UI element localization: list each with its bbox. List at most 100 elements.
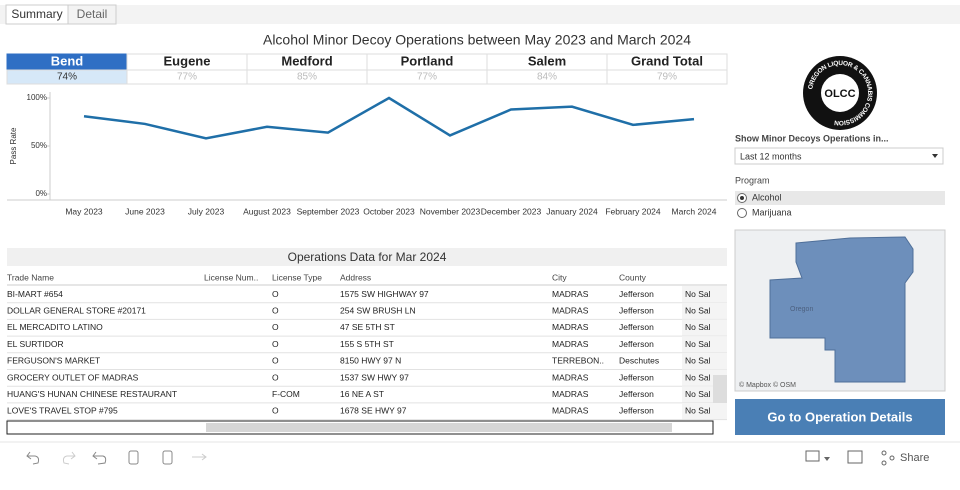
replay-icon[interactable] (192, 453, 207, 461)
redo-icon[interactable] (62, 451, 76, 465)
cell: DOLLAR GENERAL STORE #20171 (7, 305, 146, 315)
region-name[interactable]: Eugene (164, 53, 211, 68)
x-tick-label: May 2023 (65, 206, 103, 216)
x-tick-label: October 2023 (363, 206, 415, 216)
radio-label[interactable]: Marijuana (752, 207, 792, 217)
column-header: Address (340, 272, 371, 282)
status-cell (682, 352, 727, 370)
series-line (83, 96, 695, 140)
table-title: Operations Data for Mar 2024 (288, 250, 447, 264)
tab-label[interactable]: Detail (77, 7, 108, 21)
column-header: City (552, 272, 567, 282)
region-pass-rate[interactable]: 84% (537, 72, 557, 83)
y-tick-label: 0% (35, 189, 47, 198)
data-table: Trade Name License Num.. License Type Addre… (7, 272, 727, 421)
cell: MADRAS (552, 406, 589, 416)
undo-icon[interactable] (26, 451, 40, 465)
share-icon[interactable] (881, 460, 887, 466)
cell: FERGUSON'S MARKET (7, 356, 100, 366)
radio-dot[interactable] (740, 196, 744, 200)
filter-value[interactable]: Last 12 months (740, 151, 802, 161)
radio-label[interactable]: Alcohol (752, 192, 782, 202)
status-cell (682, 286, 727, 303)
y-tick-label: 50% (31, 141, 47, 150)
cell: No Sal (685, 322, 711, 332)
x-tick-label: November 2023 (420, 206, 481, 216)
tab[interactable] (67, 4, 117, 25)
details-button[interactable] (735, 399, 945, 435)
olcc-logo: OREGON LIQUOR & CANNABIS COMMISSION OLCC (803, 56, 877, 130)
cell: MADRAS (552, 372, 589, 382)
status-cell (682, 402, 727, 420)
cell: Jefferson (619, 372, 654, 382)
cell: 47 SE 5TH ST (340, 322, 395, 332)
region-name[interactable]: Medford (281, 53, 332, 68)
region-name[interactable]: Grand Total (631, 53, 703, 68)
v-scrollbar[interactable] (713, 375, 727, 403)
cell: Jefferson (619, 406, 654, 416)
dashboard-title: Alcohol Minor Decoy Operations between M… (263, 32, 691, 48)
cell: No Sal (685, 372, 711, 382)
cell: No Sal (685, 356, 711, 366)
cell: Jefferson (619, 339, 654, 349)
tab-bar (0, 5, 960, 24)
x-tick-label: February 2024 (605, 206, 661, 216)
radio[interactable] (737, 208, 747, 218)
x-tick-label: July 2023 (188, 206, 225, 216)
cell: Jefferson (619, 289, 654, 299)
cell: O (272, 289, 279, 299)
county-region[interactable] (769, 236, 914, 383)
cell: No Sal (685, 406, 711, 416)
cell: No Sal (685, 305, 711, 315)
download-arrow[interactable] (824, 457, 830, 461)
region-pass-rate[interactable]: 77% (177, 72, 197, 83)
cell: 1537 SW HWY 97 (340, 372, 409, 382)
cell: No Sal (685, 389, 711, 399)
x-tick-label: August 2023 (243, 206, 291, 216)
region-name[interactable]: Bend (51, 53, 84, 68)
cell: Deschutes (619, 356, 659, 366)
pause-icon[interactable] (162, 450, 173, 465)
x-tick-label: June 2023 (125, 206, 165, 216)
program-options: Alcohol Marijuana (735, 191, 945, 218)
region-pass-rate[interactable]: 77% (417, 72, 437, 83)
region-pass-rate[interactable]: 74% (57, 72, 77, 83)
revert-icon[interactable] (92, 451, 107, 465)
scroll-thumb[interactable] (206, 423, 672, 432)
dropdown-arrow[interactable] (932, 154, 938, 158)
cell: Jefferson (619, 305, 654, 315)
cell: MADRAS (552, 289, 589, 299)
cell: O (272, 305, 279, 315)
region-name[interactable]: Portland (401, 53, 454, 68)
share-label[interactable]: Share (900, 452, 929, 464)
cell: 16 NE A ST (340, 389, 384, 399)
cell: Jefferson (619, 389, 654, 399)
cell: 155 S 5TH ST (340, 339, 394, 349)
region-name[interactable]: Salem (528, 53, 566, 68)
cell: 1575 SW HIGHWAY 97 (340, 289, 429, 299)
refresh-icon[interactable] (128, 450, 139, 465)
cell: BI-MART #654 (7, 289, 63, 299)
region-value-cell[interactable] (606, 69, 728, 85)
column-header: County (619, 272, 647, 282)
region-pass-rate[interactable]: 79% (657, 72, 677, 83)
region-pass-rate[interactable]: 85% (297, 72, 317, 83)
cell: MADRAS (552, 322, 589, 332)
cell: F-COM (272, 389, 300, 399)
share-icon[interactable] (881, 450, 887, 456)
cell: 254 SW BRUSH LN (340, 305, 416, 315)
cell: No Sal (685, 289, 711, 299)
details-button-label[interactable]: Go to Operation Details (767, 409, 912, 424)
x-tick-label: December 2023 (481, 206, 542, 216)
filter-dropdown[interactable] (734, 147, 944, 165)
fullscreen-icon[interactable] (847, 450, 863, 464)
download-icon[interactable] (805, 450, 820, 462)
map-attribution: © Mapbox © OSM (739, 381, 796, 389)
share-icon[interactable] (889, 455, 895, 461)
column-header: License Num.. (204, 272, 258, 282)
tab-label[interactable]: Summary (11, 7, 62, 21)
cell: Jefferson (619, 322, 654, 332)
cell: O (272, 356, 279, 366)
